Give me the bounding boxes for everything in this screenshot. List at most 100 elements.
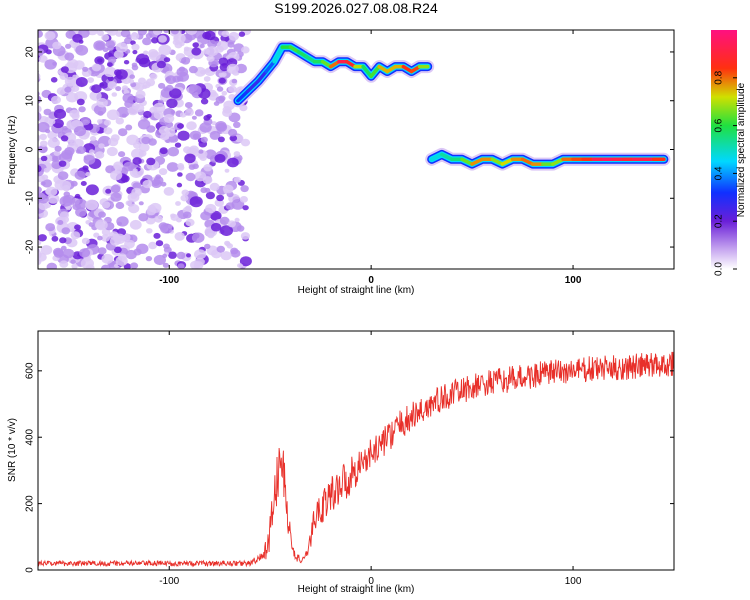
noise-cell [97,30,104,36]
noise-cell [103,127,113,135]
noise-cell [70,231,81,240]
track-segment [236,89,250,103]
noise-cell [57,220,64,225]
noise-cell [148,241,158,250]
noise-cell [177,163,185,169]
noise-cell [87,77,95,83]
noise-cell [101,253,114,264]
noise-cell [194,249,207,260]
noise-cell [141,136,151,145]
y-tick-label: 0 [25,146,36,152]
noise-cell [97,235,103,241]
noise-cell [146,157,156,166]
noise-cell [123,60,130,65]
noise-cell [132,168,138,173]
noise-cell [109,236,121,246]
noise-cell [206,55,215,62]
noise-cell [89,90,102,101]
noise-cell [228,31,240,41]
noise-cell [103,66,117,78]
snr-x-label: Height of straight line (km) [298,584,415,595]
noise-cell [219,216,230,225]
noise-cell [59,195,73,207]
noise-cell [101,34,110,41]
noise-cell [130,262,139,269]
noise-cell [44,59,57,70]
noise-cell [158,222,168,231]
noise-cell [200,136,208,143]
noise-cell [96,97,108,108]
noise-cell [60,66,69,73]
noise-cell [206,46,219,57]
noise-cell [143,50,149,55]
noise-cell [200,211,211,221]
noise-cell [167,146,179,157]
noise-cell [59,260,69,268]
noise-cell [128,204,140,214]
noise-cell [115,117,125,125]
noise-cell [149,73,158,80]
noise-cell [165,84,174,91]
noise-cell [128,78,135,84]
track-segment [520,157,535,166]
noise-cell [38,30,43,38]
noise-cell [168,251,177,259]
y-tick-label: 20 [25,46,36,58]
noise-cell [89,135,97,142]
noise-cell [174,142,182,148]
noise-cell [113,50,124,59]
noise-cell [43,167,50,173]
noise-cell [46,262,57,269]
noise-cell [101,234,111,242]
noise-cell [179,112,187,118]
noise-cell [40,155,48,162]
noise-cell [181,57,191,65]
noise-cell [209,182,220,191]
noise-cell [176,251,186,260]
noise-cell [216,194,225,202]
noise-cell [214,199,224,207]
noise-cell [97,119,103,124]
noise-cell [60,245,67,251]
noise-cell [125,249,137,260]
noise-cell [129,219,142,230]
noise-cell [123,161,135,172]
noise-cell [39,133,47,141]
noise-cell [130,32,140,40]
noise-cell [52,155,59,161]
noise-cell [169,88,182,99]
noise-cell [145,78,156,87]
noise-cell [158,82,166,89]
noise-cell [38,186,42,193]
noise-cell [239,256,252,267]
noise-cell [38,164,42,173]
noise-cell [81,237,90,245]
noise-cell [76,98,85,106]
noise-cell [54,145,62,152]
noise-cell [137,30,147,36]
noise-cell [115,42,128,53]
noise-cell [59,211,69,219]
noise-cell [163,114,175,123]
noise-cell [61,149,73,160]
noise-cell [107,75,114,82]
colorbar-tick-label: 0.6 [714,118,725,132]
y-tick-label: 200 [25,495,36,512]
track-segment [470,157,484,166]
noise-cell [74,170,86,180]
noise-cell [142,180,153,189]
noise-cell [98,143,105,149]
noise-cell [91,84,102,94]
noise-cell [189,130,202,140]
noise-cell [59,237,67,244]
noise-cell [38,194,49,204]
noise-cell [188,84,202,96]
y-tick-label: -20 [25,239,36,254]
noise-cell [80,258,94,269]
noise-cell [211,121,217,126]
noise-cell [175,201,181,206]
noise-cell [241,46,250,54]
chart-title: S199.2026.027.08.08.R24 [274,0,438,16]
noise-cell [50,77,58,83]
track-segment [361,64,373,79]
